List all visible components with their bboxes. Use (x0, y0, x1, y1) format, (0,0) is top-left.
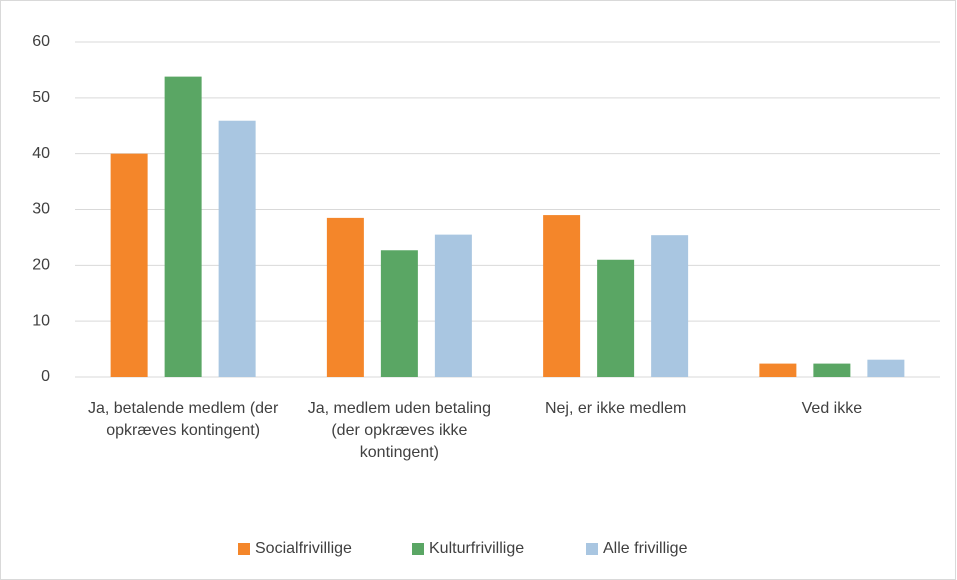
bar (434, 234, 472, 377)
bar (218, 120, 256, 377)
bar (597, 259, 635, 377)
bar (380, 250, 418, 377)
legend-swatch (238, 543, 250, 555)
y-tick-label: 20 (32, 257, 50, 274)
x-tick-label: Ja, betalende medlem (der opkræves konti… (87, 400, 279, 439)
bar (651, 235, 689, 377)
bar (110, 153, 148, 377)
y-tick-label: 10 (32, 312, 50, 329)
legend-swatch (412, 543, 424, 555)
legend-item: Alle frivillige (586, 540, 687, 558)
y-tick-label: 40 (32, 145, 50, 162)
y-tick-label: 30 (32, 201, 50, 218)
bar (326, 217, 364, 377)
legend-item: Socialfrivillige (238, 540, 352, 558)
legend-swatch (586, 543, 598, 555)
legend-label: Kulturfrivillige (429, 540, 525, 557)
bar (813, 363, 851, 377)
y-tick-label: 50 (32, 89, 50, 106)
bar (867, 359, 905, 377)
bar (543, 215, 581, 377)
x-tick-label: Nej, er ikke medlem (544, 400, 687, 417)
legend-label: Alle frivillige (603, 540, 688, 557)
bar (759, 363, 797, 377)
y-tick-label: 0 (41, 368, 50, 385)
x-tick-label: Ved ikke (801, 400, 863, 417)
y-tick-label: 60 (32, 33, 50, 50)
bar (164, 76, 202, 377)
legend-label: Socialfrivillige (255, 540, 352, 557)
legend-item: Kulturfrivillige (412, 540, 524, 558)
x-tick-label: Ja, medlem uden betaling (der opkræves i… (307, 400, 491, 461)
